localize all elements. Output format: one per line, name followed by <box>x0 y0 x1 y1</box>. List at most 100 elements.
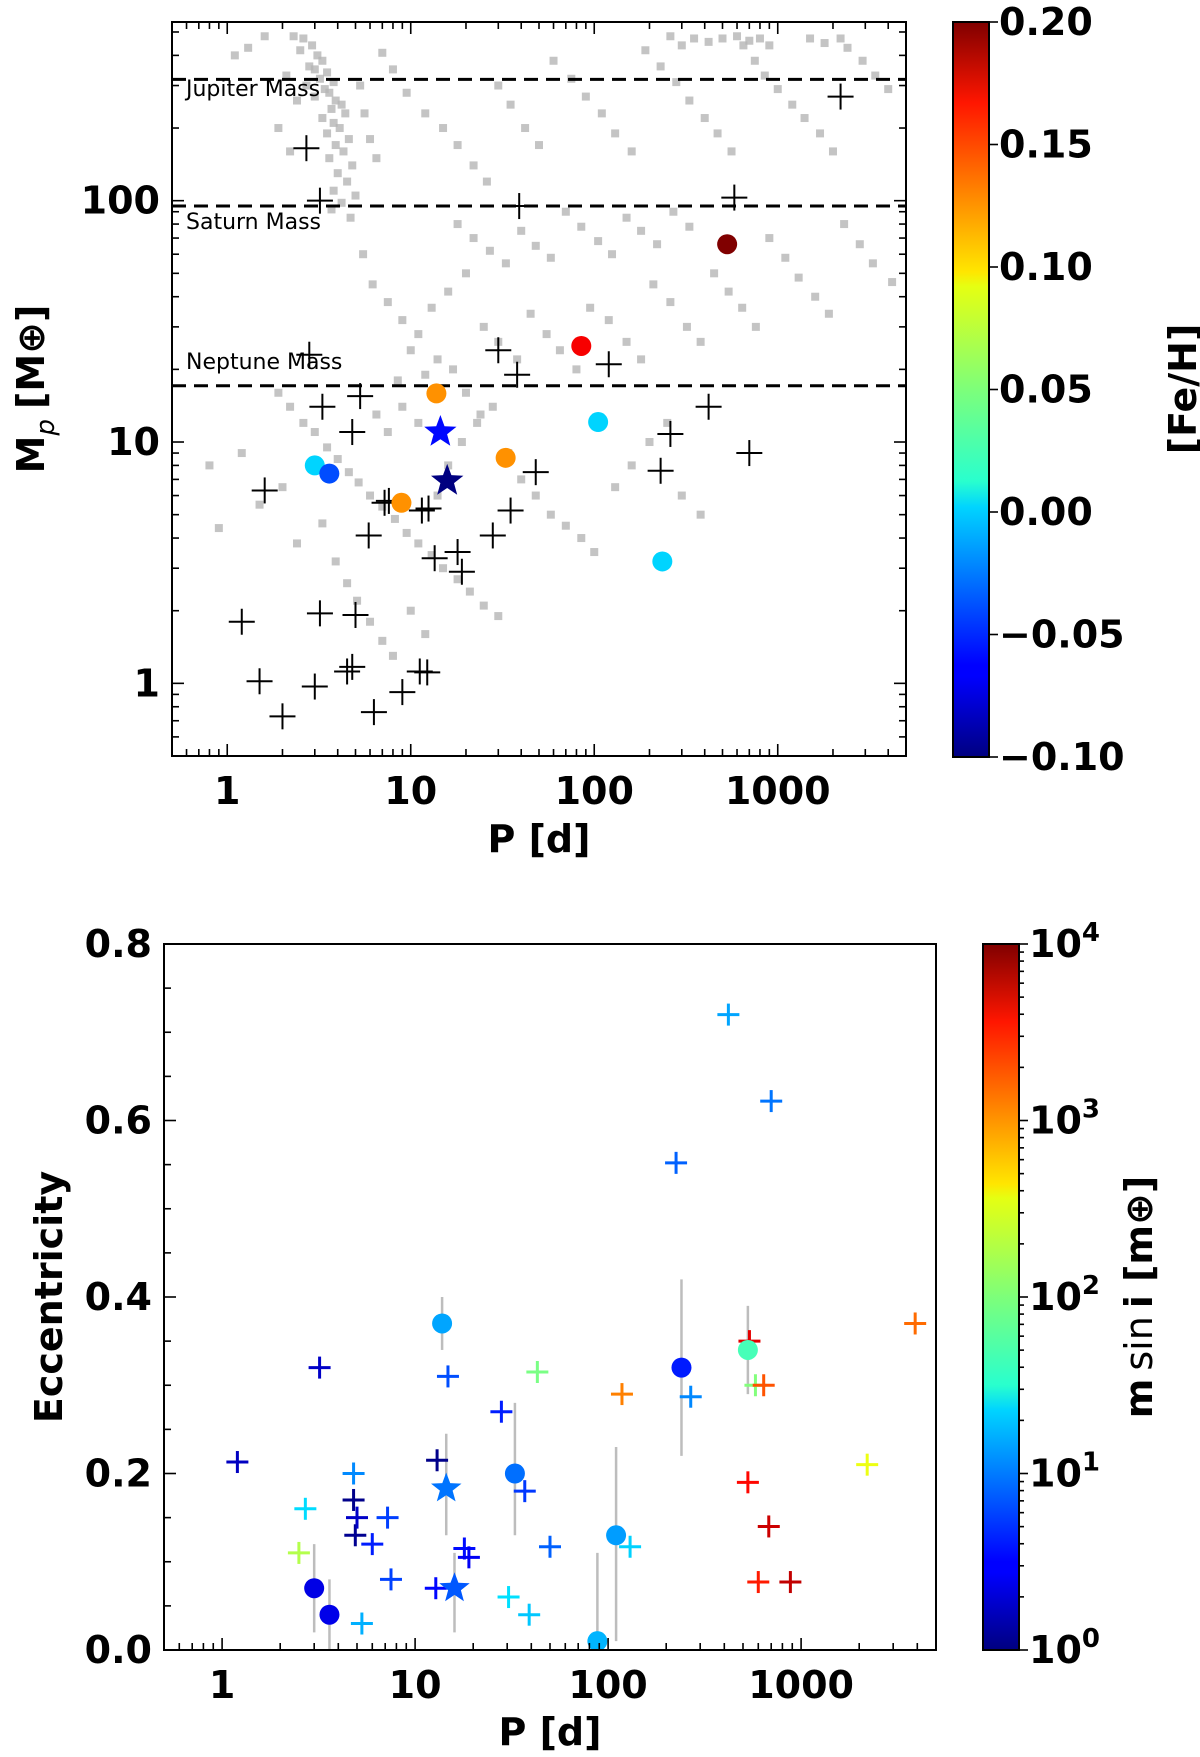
background-planet-marker <box>611 129 620 138</box>
mass-colorbar-tick-label: 100 <box>1029 1624 1100 1672</box>
x-tick-label: 1 <box>209 1663 235 1707</box>
background-planet-marker <box>310 92 319 101</box>
background-planet-marker <box>393 376 402 385</box>
planet-circle-marker <box>304 1578 325 1599</box>
background-planet-marker <box>244 43 253 52</box>
background-planet-marker <box>858 56 867 65</box>
background-planet-marker <box>260 32 269 41</box>
background-planet-marker <box>348 161 357 170</box>
background-planet-marker <box>806 34 815 43</box>
background-planet-marker <box>406 606 415 615</box>
background-planet-marker <box>586 303 595 312</box>
background-planet-marker <box>366 617 375 626</box>
background-planet-marker <box>526 309 535 318</box>
background-planet-marker <box>325 88 334 97</box>
planet-circle-marker <box>571 335 592 356</box>
background-planet-marker <box>535 141 543 150</box>
background-planet-marker <box>765 41 774 50</box>
background-planet-marker <box>325 154 334 163</box>
background-planet-marker <box>611 483 620 492</box>
planet-circle-marker <box>504 1463 525 1484</box>
background-planet-marker <box>439 564 448 573</box>
background-planet-marker <box>597 109 606 118</box>
background-planet-marker <box>320 85 329 94</box>
background-planet-marker <box>444 461 453 470</box>
background-planet-marker <box>549 56 558 65</box>
background-planet-marker <box>378 636 387 645</box>
planet-star-marker <box>431 1472 462 1502</box>
background-planet-marker <box>383 298 392 307</box>
background-planet-marker <box>323 443 332 452</box>
background-planet-marker <box>453 575 462 584</box>
background-planet-marker <box>645 438 654 447</box>
background-planet-marker <box>214 524 223 533</box>
feh-colorbar-tick-label: −0.05 <box>999 613 1125 657</box>
background-planet-marker <box>700 114 709 123</box>
background-planet-marker <box>750 56 759 65</box>
background-planet-marker <box>378 48 387 57</box>
background-planet-marker <box>237 449 246 458</box>
background-planet-marker <box>402 528 411 537</box>
background-planet-marker <box>255 500 264 509</box>
background-planet-marker <box>433 355 442 364</box>
background-planet-marker <box>308 41 317 50</box>
background-planet-marker <box>421 630 430 639</box>
background-planet-marker <box>360 109 369 118</box>
planet-circle-marker <box>319 1604 340 1625</box>
background-planet-marker <box>372 410 381 419</box>
background-planet-marker <box>296 46 305 55</box>
feh-colorbar-tick-label: 0.00 <box>999 490 1093 534</box>
background-planet-marker <box>299 418 308 427</box>
background-planet-marker <box>457 438 466 447</box>
background-planet-marker <box>329 186 338 195</box>
background-planet-marker <box>479 601 488 610</box>
background-planet-marker <box>666 32 675 41</box>
feh-colorbar-tick-label: −0.10 <box>999 735 1125 779</box>
background-planet-marker <box>572 365 581 374</box>
background-planet-marker <box>469 161 478 170</box>
y-tick-label: 0.8 <box>85 922 152 966</box>
background-planet-marker <box>333 455 342 464</box>
feh-colorbar-label: [Fe/H] <box>1161 324 1200 455</box>
planet-star-marker <box>424 415 457 446</box>
background-planet-marker <box>622 337 631 346</box>
background-planet-marker <box>278 483 287 492</box>
background-planet-marker <box>739 41 748 50</box>
background-planet-marker <box>816 129 825 138</box>
feh-colorbar <box>952 21 990 758</box>
axis-ticks: 1 10 100 1000 0.0 0.2 0.4 0.6 0.8 <box>85 922 937 1707</box>
planet-circle-marker <box>587 1631 608 1650</box>
background-planet-marker <box>608 250 617 259</box>
x-tick-label: 1 <box>214 769 240 813</box>
background-planet-marker <box>414 418 423 427</box>
background-planet-marker <box>339 147 348 156</box>
background-planet-marker <box>696 337 705 346</box>
background-planet-marker <box>453 220 462 229</box>
background-planet-marker <box>531 241 540 250</box>
background-planet-marker <box>677 491 686 500</box>
background-planet-marker <box>313 51 322 60</box>
background-planet-marker <box>828 147 837 156</box>
background-planet-marker <box>354 478 363 487</box>
background-planet-marker <box>479 322 488 331</box>
background-planet-marker <box>485 246 494 255</box>
mass-colorbar <box>982 943 1020 1651</box>
background-planet-marker <box>388 651 397 660</box>
background-planet-marker <box>274 124 283 133</box>
mass-colorbar-tick-label: 102 <box>1029 1271 1100 1319</box>
background-planet-marker <box>439 124 448 133</box>
mass-colorbar-tick-label: 101 <box>1029 1448 1100 1496</box>
background-planet-marker <box>884 85 893 94</box>
mass-colorbar-label: msini [m⊕] <box>1117 1176 1161 1419</box>
planet-circle-marker <box>304 455 325 476</box>
background-planet-marker <box>653 240 662 249</box>
background-planet-marker <box>461 269 470 278</box>
background-planet-marker <box>372 154 381 163</box>
background-planet-marker <box>888 278 897 287</box>
mass-period-panel: 1 10 100 1000 1 10 100 Jupiter Mass Saturn Mas… <box>9 0 1200 861</box>
background-planet-marker <box>781 253 790 262</box>
mass-colorbar-ticks: 104 103 102 101 100 <box>1019 918 1100 1672</box>
background-planet-marker <box>356 81 365 90</box>
y-tick-label: 10 <box>107 420 160 464</box>
background-planet-marker <box>323 68 332 77</box>
